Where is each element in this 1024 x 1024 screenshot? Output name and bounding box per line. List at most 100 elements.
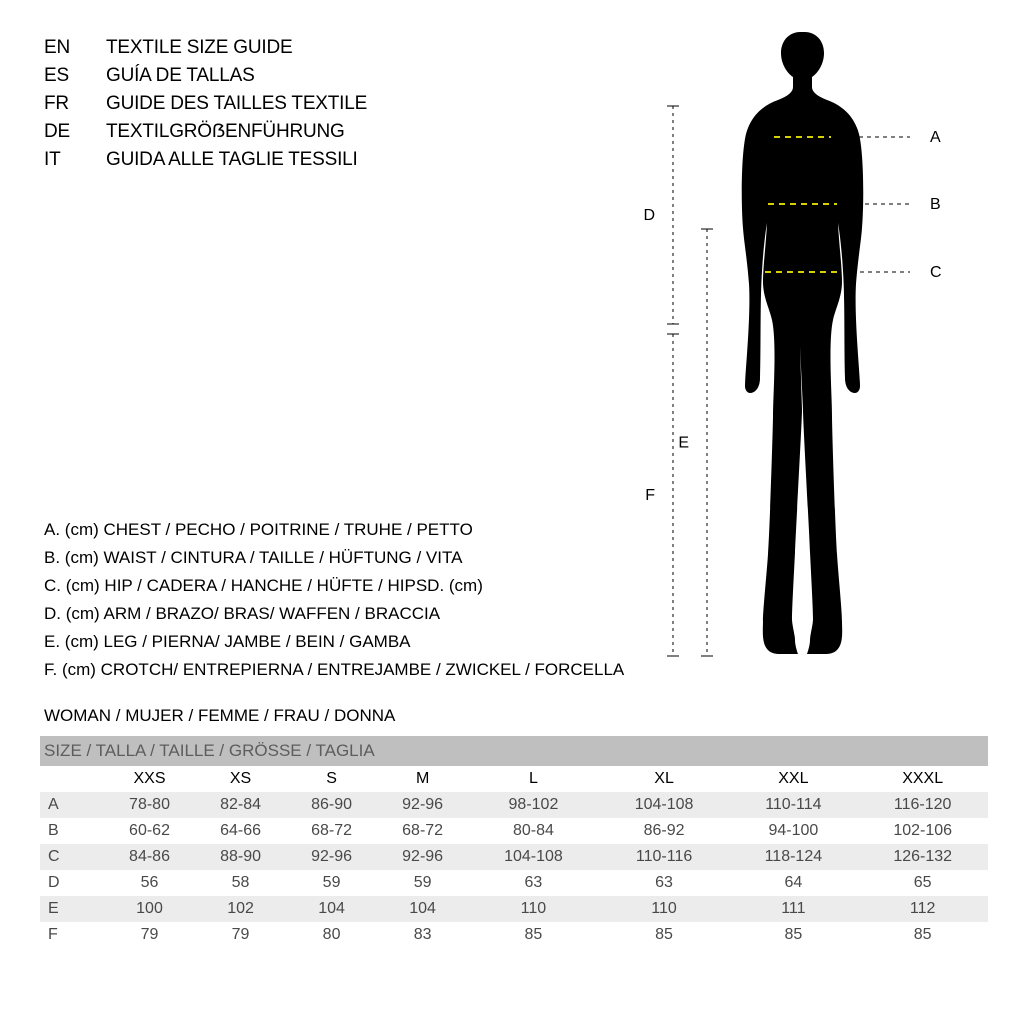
cell-value: 104 — [286, 896, 377, 922]
cell-value: 116-120 — [857, 792, 988, 818]
cell-value: 92-96 — [286, 844, 377, 870]
language-code: IT — [44, 146, 106, 174]
title-text: GUIDE DES TAILLES TEXTILE — [106, 90, 367, 118]
cell-value: 88-90 — [195, 844, 286, 870]
cell-value: 83 — [377, 922, 468, 948]
title-row: DE TEXTILGRÖẞENFÜHRUNG — [44, 118, 367, 146]
table-row: F7979808385858585 — [40, 922, 988, 948]
svg-text:F: F — [645, 487, 655, 504]
cell-value: 118-124 — [729, 844, 857, 870]
column-header: XS — [195, 766, 286, 792]
legend-line: F. (cm) CROTCH/ ENTREPIERNA / ENTREJAMBE… — [44, 656, 624, 684]
language-code: EN — [44, 34, 106, 62]
legend-line: A. (cm) CHEST / PECHO / POITRINE / TRUHE… — [44, 516, 624, 544]
cell-value: 56 — [104, 870, 195, 896]
row-label: B — [40, 818, 104, 844]
cell-value: 86-92 — [599, 818, 730, 844]
cell-value: 79 — [104, 922, 195, 948]
svg-text:A: A — [930, 129, 941, 146]
section-header: WOMAN / MUJER / FEMME / FRAU / DONNA — [44, 706, 395, 726]
language-code: ES — [44, 62, 106, 90]
cell-value: 85 — [857, 922, 988, 948]
cell-value: 60-62 — [104, 818, 195, 844]
column-header: M — [377, 766, 468, 792]
row-label: F — [40, 922, 104, 948]
cell-value: 104-108 — [468, 844, 599, 870]
cell-value: 110-114 — [729, 792, 857, 818]
column-header: XXS — [104, 766, 195, 792]
cell-value: 63 — [599, 870, 730, 896]
cell-value: 68-72 — [286, 818, 377, 844]
cell-value: 100 — [104, 896, 195, 922]
cell-value: 110 — [468, 896, 599, 922]
table-row: E100102104104110110111112 — [40, 896, 988, 922]
cell-value: 102-106 — [857, 818, 988, 844]
svg-text:C: C — [930, 264, 942, 281]
cell-value: 110 — [599, 896, 730, 922]
cell-value: 126-132 — [857, 844, 988, 870]
column-header: XXL — [729, 766, 857, 792]
size-table: XXSXSSMLXLXXLXXXLA78-8082-8486-9092-9698… — [40, 766, 988, 948]
title-text: GUÍA DE TALLAS — [106, 62, 255, 90]
title-row: ES GUÍA DE TALLAS — [44, 62, 367, 90]
title-row: FR GUIDE DES TAILLES TEXTILE — [44, 90, 367, 118]
svg-text:D: D — [643, 207, 655, 224]
legend-line: B. (cm) WAIST / CINTURA / TAILLE / HÜFTU… — [44, 544, 624, 572]
cell-value: 59 — [286, 870, 377, 896]
cell-value: 112 — [857, 896, 988, 922]
row-label: D — [40, 870, 104, 896]
cell-value: 111 — [729, 896, 857, 922]
svg-text:E: E — [678, 435, 689, 452]
size-table-container: SIZE / TALLA / TAILLE / GRÖSSE / TAGLIA … — [40, 736, 988, 948]
cell-value: 63 — [468, 870, 599, 896]
cell-value: 68-72 — [377, 818, 468, 844]
column-header: L — [468, 766, 599, 792]
legend-line: C. (cm) HIP / CADERA / HANCHE / HÜFTE / … — [44, 572, 624, 600]
cell-value: 84-86 — [104, 844, 195, 870]
cell-value: 80-84 — [468, 818, 599, 844]
column-header: XXXL — [857, 766, 988, 792]
cell-value: 92-96 — [377, 844, 468, 870]
title-row: IT GUIDA ALLE TAGLIE TESSILI — [44, 146, 367, 174]
table-row: B60-6264-6668-7268-7280-8486-9294-100102… — [40, 818, 988, 844]
table-banner: SIZE / TALLA / TAILLE / GRÖSSE / TAGLIA — [40, 736, 988, 766]
table-row: C84-8688-9092-9692-96104-108110-116118-1… — [40, 844, 988, 870]
size-guide-page: EN TEXTILE SIZE GUIDE ES GUÍA DE TALLAS … — [0, 0, 1024, 1024]
table-row: D5658595963636465 — [40, 870, 988, 896]
column-header — [40, 766, 104, 792]
column-header: XL — [599, 766, 730, 792]
cell-value: 85 — [468, 922, 599, 948]
title-row: EN TEXTILE SIZE GUIDE — [44, 34, 367, 62]
cell-value: 92-96 — [377, 792, 468, 818]
cell-value: 86-90 — [286, 792, 377, 818]
language-code: DE — [44, 118, 106, 146]
cell-value: 80 — [286, 922, 377, 948]
table-row: A78-8082-8486-9092-9698-102104-108110-11… — [40, 792, 988, 818]
title-text: TEXTILGRÖẞENFÜHRUNG — [106, 118, 345, 146]
row-label: A — [40, 792, 104, 818]
legend-line: E. (cm) LEG / PIERNA/ JAMBE / BEIN / GAM… — [44, 628, 624, 656]
cell-value: 58 — [195, 870, 286, 896]
row-label: C — [40, 844, 104, 870]
language-code: FR — [44, 90, 106, 118]
title-block: EN TEXTILE SIZE GUIDE ES GUÍA DE TALLAS … — [44, 34, 367, 174]
cell-value: 59 — [377, 870, 468, 896]
body-diagram: D E F A B C — [600, 24, 1000, 704]
cell-value: 98-102 — [468, 792, 599, 818]
cell-value: 102 — [195, 896, 286, 922]
cell-value: 104-108 — [599, 792, 730, 818]
cell-value: 85 — [729, 922, 857, 948]
title-text: GUIDA ALLE TAGLIE TESSILI — [106, 146, 358, 174]
cell-value: 82-84 — [195, 792, 286, 818]
column-header: S — [286, 766, 377, 792]
cell-value: 110-116 — [599, 844, 730, 870]
cell-value: 79 — [195, 922, 286, 948]
body-silhouette-icon: D E F A B C — [600, 24, 1000, 704]
svg-text:B: B — [930, 196, 941, 213]
cell-value: 85 — [599, 922, 730, 948]
cell-value: 94-100 — [729, 818, 857, 844]
cell-value: 64-66 — [195, 818, 286, 844]
title-text: TEXTILE SIZE GUIDE — [106, 34, 292, 62]
cell-value: 78-80 — [104, 792, 195, 818]
row-label: E — [40, 896, 104, 922]
